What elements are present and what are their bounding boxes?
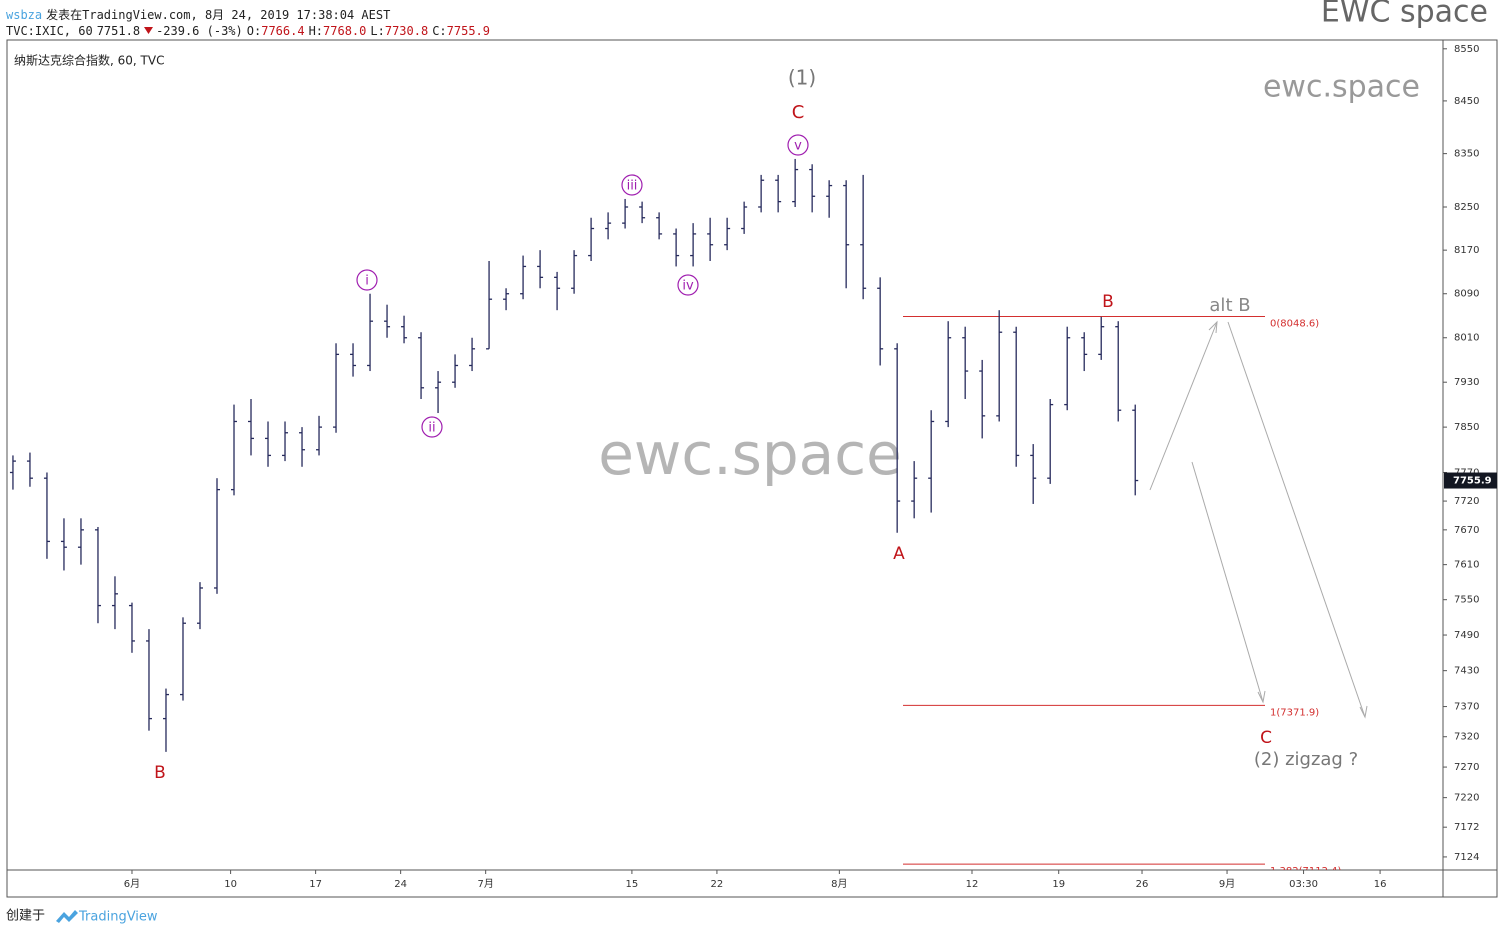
wave-label: B [154,763,166,783]
legend-field: O:7766.4 [247,24,309,38]
y-tick-label: 7124 [1454,852,1479,863]
arrow-head [1359,705,1368,719]
header-line: wsbza 发表在TradingView.com, 8月 24, 2019 17:… [6,6,394,23]
field-value: 7768.0 [323,24,367,38]
legend-price: 7751.8 [96,24,141,38]
last-price-box [1444,472,1497,489]
down-arrow [144,27,154,34]
fib-label: 1(7371.9) [1270,707,1319,718]
field-value: 7730.8 [384,24,429,38]
y-tick-label: 7172 [1454,822,1479,833]
y-tick-label: 7720 [1454,496,1479,507]
wave-label: C [1260,728,1272,748]
x-tick-label: 19 [1052,879,1065,890]
tv-logo [56,910,78,923]
y-tick-label: 7220 [1454,793,1479,804]
x-tick-label: 24 [394,879,407,890]
x-tick-label: 9月 [1219,878,1235,890]
arrow-head [1257,690,1266,704]
arrow [1149,321,1218,491]
chart-title: 纳斯达克综合指数, 60, TVC [14,53,164,68]
y-tick-label: 7370 [1454,702,1479,713]
y-tick-label: 7610 [1454,560,1479,571]
legend-field: L:7730.8 [370,24,432,38]
footer-brand: TradingView [78,910,158,925]
author: wsbza [6,8,43,22]
field-label: O: [246,24,262,38]
footer-created: 创建于 [6,909,45,924]
wave-label: A [893,544,905,564]
watermark: EWC space [1321,0,1488,30]
x-tick-label: 22 [711,879,724,890]
y-tick-label: 8170 [1454,245,1479,256]
wave-label: ii [428,421,435,436]
x-tick-label: 12 [966,879,979,890]
wave-circle [356,269,378,291]
ohlc-legend: TVC:IXIC, 60 7751.8 -239.6 (-3%) O:7766.4 H:… [6,24,494,38]
x-tick-label: 26 [1136,879,1149,890]
y-tick-label: 8350 [1454,149,1479,160]
x-tick-label: 15 [626,879,639,890]
symbol: TVC:IXIC, 60 [6,24,93,38]
arrow-head [1208,320,1218,334]
field-value: 7766.4 [261,24,305,38]
legend-field: C:7755.9 [432,24,494,38]
field-value: 7755.9 [446,24,491,38]
y-tick-label: 7930 [1454,377,1479,388]
frame [6,39,1498,898]
y-tick-label: 7430 [1454,666,1479,677]
arrow [1227,321,1366,718]
x-tick-label: 8月 [831,878,847,890]
last-price-label: 7755.9 [1453,476,1492,487]
fib-label: 1.382(7112.4) [1270,866,1342,877]
y-tick-label: 7490 [1454,630,1479,641]
wave-circle [421,416,443,438]
y-tick-label: 8250 [1454,202,1479,213]
x-tick-label: 17 [309,879,322,890]
fib-label: 0(8048.6) [1270,318,1319,329]
y-tick-label: 7270 [1454,762,1479,773]
published: 发表在TradingView.com, 8月 24, 2019 17:38:04… [46,8,391,22]
wave-label: iii [627,179,638,194]
x-tick-label: 03:30 [1289,879,1318,890]
wave-label: v [794,139,802,154]
wave-label: iv [682,279,694,294]
x-tick-label: 16 [1374,879,1387,890]
y-tick-label: 8010 [1454,333,1479,344]
field-label: C: [432,24,447,38]
y-tick-label: 7670 [1454,525,1479,536]
wave-circle [621,174,643,196]
legend-change: -239.6 (-3%) [156,24,243,38]
y-tick-label: 8090 [1454,289,1479,300]
legend-field: H:7768.0 [309,24,371,38]
x-tick-label: 7月 [477,878,493,890]
y-tick-label: 7320 [1454,732,1479,743]
x-tick-label: 10 [224,879,237,890]
x-tick-label: 6月 [124,878,140,890]
wave-label: (1) [788,66,816,90]
arrow [1191,461,1264,703]
field-label: H: [308,24,324,38]
wave-label: alt B [1209,295,1250,316]
y-tick-label: 8550 [1454,44,1479,55]
watermark: ewc.space [1263,70,1420,105]
field-label: L: [370,24,385,38]
y-tick-label: 8450 [1454,96,1479,107]
y-tick-label: 7850 [1454,422,1479,433]
y-tick-label: 7550 [1454,595,1479,606]
wave-label: i [365,274,369,289]
wave-label: (2) zigzag ? [1254,749,1358,770]
watermark: ewc.space [598,420,902,488]
wave-label: B [1102,292,1114,312]
wave-label: C [792,102,805,123]
wave-circle [787,134,809,156]
wave-circle [677,274,699,296]
projection-arrows [1149,320,1368,719]
plot-area: 0(8048.6) 1(7371.9) 1.382(7112.4) [9,158,1342,877]
